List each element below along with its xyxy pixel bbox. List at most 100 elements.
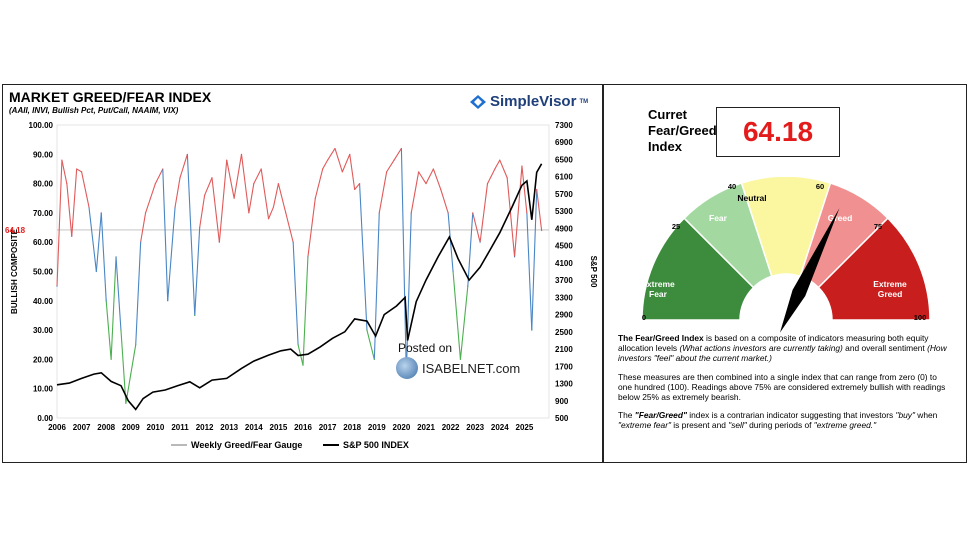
gauge-series-point [467, 285, 469, 287]
gauge-series-point [358, 183, 361, 185]
gauge-series-point [61, 159, 63, 161]
y2-tick-label: 6500 [555, 155, 573, 164]
legend-sp500: S&P 500 INDEX [323, 440, 409, 450]
watermark-site: ISABELNET.com [422, 360, 521, 376]
y-tick-label: 60.00 [33, 238, 54, 247]
gauge-series-segment [341, 154, 351, 173]
gauge-series-point [410, 212, 412, 214]
gauge-series-segment [366, 329, 375, 360]
gauge-series-segment [162, 168, 169, 301]
gauge-series-point [149, 197, 152, 199]
gauge-series-segment [194, 227, 201, 316]
gauge-series-segment [410, 171, 420, 213]
desc-p3-a: The [618, 410, 635, 421]
gauge-series-segment [174, 177, 181, 208]
legend-gauge-swatch [171, 444, 187, 446]
gauge-series-point [314, 197, 316, 199]
gauge-series-segment [531, 189, 538, 331]
y2-tick-label: 1300 [555, 380, 573, 389]
y2-tick-label: 500 [555, 414, 569, 423]
gauge-series-segment [285, 212, 294, 243]
gauge-series-point [292, 241, 294, 243]
gauge-series-point [341, 171, 343, 173]
x-tick-label: 2018 [343, 423, 361, 432]
gauge-series-segment [467, 212, 474, 287]
gauge-series-point [285, 212, 287, 214]
y2-tick-label: 900 [555, 397, 569, 406]
gauge-series-segment [354, 183, 361, 190]
brand-name: SimpleVisor [490, 93, 577, 110]
gauge-series-segment [95, 212, 102, 272]
gauge-series-segment [218, 160, 228, 243]
gauge-series-segment [120, 330, 127, 404]
y2-tick-label: 4500 [555, 242, 573, 251]
gauge-series-segment [145, 198, 152, 214]
gauge-series-segment [418, 171, 427, 184]
gauge-series-segment [322, 159, 329, 170]
gauge-band-extreme-fear [641, 217, 755, 321]
gauge-series-segment [277, 183, 287, 214]
y-tick-label: 40.00 [33, 297, 54, 306]
gauge-series-point [479, 241, 481, 243]
y2-tick-label: 3700 [555, 276, 573, 285]
gauge-series-point [260, 168, 262, 170]
y-tick-label: 80.00 [33, 180, 54, 189]
gauge-series-segment [199, 195, 206, 228]
gauge-series-point [334, 147, 336, 150]
gauge-series-point [521, 165, 523, 167]
gauge-series-segment [334, 148, 343, 173]
x-tick-label: 2010 [147, 423, 165, 432]
x-tick-label: 2020 [393, 423, 411, 432]
x-tick-label: 2013 [220, 423, 238, 432]
gauge-series-point [506, 177, 508, 179]
gauge-series-point [297, 344, 299, 346]
gauge-series-point [432, 168, 434, 170]
isabelnet-watermark: Posted on ISABELNET.com [396, 341, 520, 379]
y2-axis-title: S&P 500 [589, 256, 598, 288]
gauge-series-point [186, 153, 188, 155]
gauge-series-point [472, 212, 474, 214]
gauge-series-point [513, 256, 516, 258]
desc-p1-bold: The Fear/Greed Index [618, 333, 704, 343]
desc-p3-j: "extreme greed." [813, 420, 877, 431]
gauge-series-point [76, 168, 78, 170]
gauge-series-segment [179, 154, 188, 178]
gauge-band-label: Fear [709, 213, 728, 223]
gauge-series-segment [327, 148, 336, 161]
gauge-series-segment [88, 206, 97, 272]
legend-sp500-label: S&P 500 INDEX [343, 440, 409, 450]
gauge-series-point [378, 212, 380, 214]
x-tick-label: 2007 [73, 423, 91, 432]
gauge-series-point [486, 183, 489, 185]
gauge-band-extreme-greed [817, 217, 931, 321]
y2-tick-label: 3300 [555, 293, 573, 302]
y-tick-label: 100.00 [29, 121, 54, 130]
gauge-needle [779, 208, 840, 333]
x-tick-label: 2008 [97, 423, 115, 432]
gauge-series-point [100, 212, 102, 214]
gauge-series-segment [307, 198, 316, 257]
gauge-series-point [130, 373, 132, 375]
gauge-tick-label: 40 [728, 182, 736, 191]
gauge-series-segment [499, 159, 508, 178]
gauge-series-segment [240, 154, 250, 213]
gauge-band-label: Extreme [873, 279, 907, 289]
gauge-band-label: Neutral [737, 193, 766, 203]
gauge-series-point [277, 183, 279, 185]
gauge-series-segment [479, 183, 489, 243]
gauge-series-point [211, 177, 213, 179]
gauge-series-point [322, 168, 324, 170]
gauge-series-segment [393, 148, 402, 161]
gauge-series-segment [506, 177, 516, 257]
chart-subtitle: (AAII, INVI, Bullish Pct, Put/Call, NAAI… [9, 106, 179, 115]
gauge-series-point [452, 270, 454, 273]
gauge-series-segment [359, 183, 368, 331]
gauge-series-point [248, 212, 250, 214]
gauge-series-point [272, 206, 275, 208]
gauge-series-point [373, 358, 375, 360]
x-tick-label: 2012 [196, 423, 214, 432]
desc-p3-e: when [914, 410, 938, 421]
gauge-series-point [366, 329, 368, 331]
desc-p1-rest: is based on a composite of indicators me… [618, 333, 929, 354]
gauge-series-point [425, 183, 427, 185]
